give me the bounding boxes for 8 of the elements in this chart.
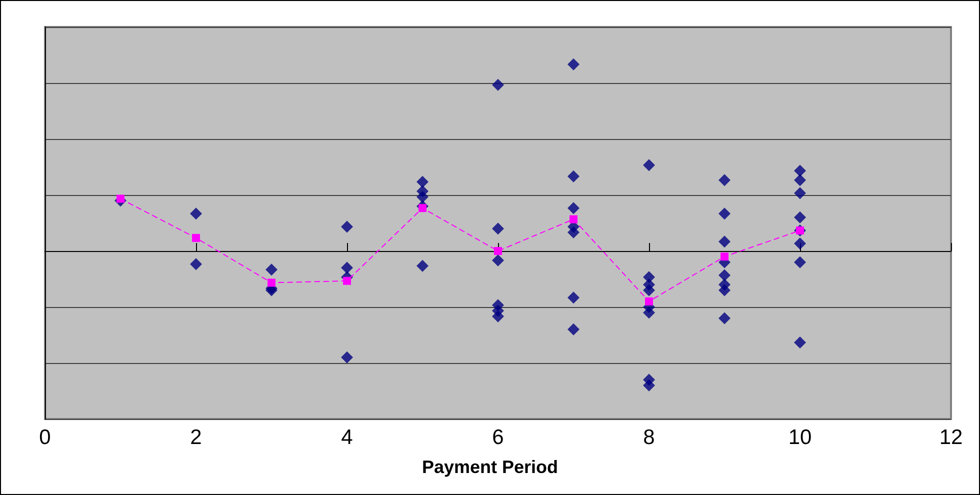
x-tick-label: 12 [939, 426, 963, 449]
x-tick-label: 10 [788, 426, 812, 449]
x-tick-label: 6 [492, 426, 504, 449]
x-tick-label: 8 [643, 426, 655, 449]
x-tick-label: 2 [190, 426, 202, 449]
x-axis-title: Payment Period [422, 457, 558, 477]
x-tick-label: 0 [39, 426, 51, 449]
x-tick-label: 4 [341, 426, 354, 449]
